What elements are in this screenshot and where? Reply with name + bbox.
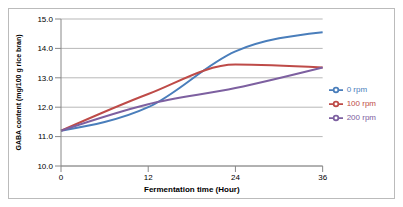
svg-text:14.0: 14.0 — [37, 44, 53, 53]
svg-text:12.0: 12.0 — [37, 103, 53, 112]
svg-text:24: 24 — [231, 173, 240, 182]
svg-text:11.0: 11.0 — [38, 132, 54, 141]
svg-text:10.0: 10.0 — [37, 162, 53, 171]
svg-text:36: 36 — [318, 173, 327, 182]
svg-text:12: 12 — [144, 173, 153, 182]
html-text:200 rpm: 200 rpm — [346, 112, 376, 122]
svg-text:13.0: 13.0 — [37, 74, 53, 83]
html-text:100 rpm: 100 rpm — [346, 98, 376, 108]
svg-text:Fermentation time (Hour): Fermentation time (Hour) — [144, 185, 240, 194]
svg-text:GABA content (mg/100 g rice br: GABA content (mg/100 g rice bran) — [15, 34, 23, 150]
svg-text:15.0: 15.0 — [37, 15, 53, 24]
svg-text:0: 0 — [59, 173, 64, 182]
html-text:0 rpm: 0 rpm — [346, 84, 368, 94]
